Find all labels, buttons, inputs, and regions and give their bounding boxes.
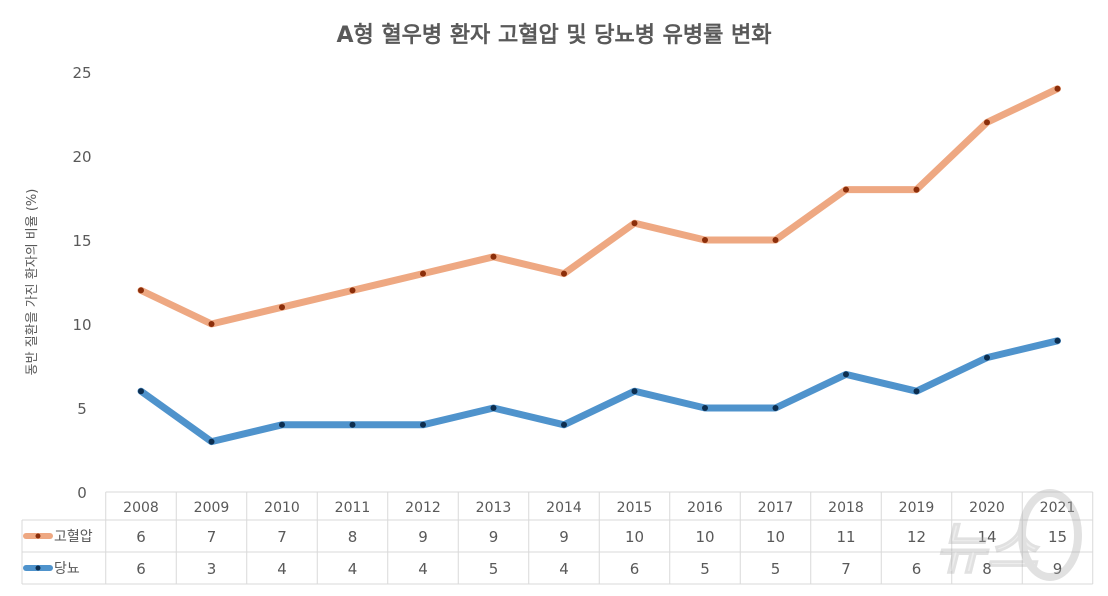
- x-tick-label: 2011: [335, 500, 371, 516]
- data-table-cell: 10: [766, 528, 785, 546]
- data-table-cell: 6: [630, 560, 640, 578]
- data-table-cell: 6: [136, 560, 146, 578]
- data-point: [420, 421, 426, 428]
- data-table-cell: 4: [559, 560, 569, 578]
- data-point: [490, 253, 497, 260]
- data-table-cell: 8: [348, 528, 358, 546]
- data-table-cell: 10: [695, 528, 714, 546]
- x-tick-label: 2010: [264, 500, 300, 516]
- x-tick-label: 2016: [687, 500, 723, 516]
- data-table-cell: 9: [489, 528, 499, 546]
- x-tick-label: 2009: [194, 500, 230, 516]
- data-point: [420, 270, 426, 277]
- data-table-cell: 10: [625, 528, 644, 546]
- data-table-cell: 7: [277, 528, 287, 546]
- data-point: [138, 388, 144, 395]
- data-point: [208, 438, 215, 445]
- data-table-cell: 7: [841, 560, 851, 578]
- x-tick-label: 2021: [1040, 500, 1076, 516]
- y-tick-label: 5: [77, 400, 87, 418]
- y-tick-label: 0: [77, 484, 87, 502]
- x-tick-label: 2020: [969, 500, 1005, 516]
- data-point: [772, 405, 779, 411]
- data-table-cell: 5: [771, 560, 781, 578]
- data-table-cell: 3: [207, 560, 217, 578]
- x-tick-label: 2012: [405, 500, 441, 516]
- legend-marker-key: [35, 533, 41, 539]
- chart-title: A형 혈우병 환자 고혈압 및 당뇨병 유병률 변화: [337, 23, 772, 48]
- data-point: [208, 321, 215, 327]
- y-tick-label: 20: [72, 148, 91, 166]
- data-table-cell: 11: [836, 528, 855, 546]
- data-table-cell: 9: [1053, 560, 1063, 578]
- data-table-cell: 5: [489, 560, 499, 578]
- y-axis-label: 동반 질환을 가진 환자의 비율 (%): [25, 189, 40, 376]
- y-tick-label: 10: [72, 316, 91, 334]
- y-tick-label: 25: [72, 64, 91, 82]
- data-point: [279, 421, 285, 428]
- data-table-cell: 7: [207, 528, 217, 546]
- data-point: [631, 388, 638, 395]
- x-tick-label: 2013: [476, 500, 512, 516]
- data-point: [843, 186, 849, 193]
- x-tick-label: 2018: [828, 500, 864, 516]
- data-table-cell: 9: [559, 528, 569, 546]
- data-point: [349, 421, 356, 428]
- watermark-logo: 뉴스: [935, 489, 1082, 583]
- data-table-cell: 12: [907, 528, 926, 546]
- data-point: [984, 119, 990, 126]
- data-table-cell: 6: [136, 528, 146, 546]
- svg-text:뉴스: 뉴스: [935, 517, 1041, 582]
- x-tick-label: 2017: [758, 500, 794, 516]
- data-table-cell: 6: [912, 560, 922, 578]
- data-table-cell: 4: [277, 560, 287, 578]
- data-point: [561, 270, 567, 277]
- data-point: [138, 287, 144, 294]
- legend-marker-key: [35, 565, 41, 571]
- data-point: [984, 354, 990, 361]
- x-tick-label: 2015: [617, 500, 653, 516]
- y-tick-label: 15: [72, 232, 91, 250]
- x-tick-label: 2014: [546, 500, 582, 516]
- data-point: [279, 304, 285, 311]
- x-tick-label: 2008: [123, 500, 159, 516]
- legend-entry: 고혈압: [54, 529, 93, 545]
- data-table-cell: 14: [977, 528, 996, 546]
- data-point: [490, 405, 497, 411]
- data-table-cell: 4: [418, 560, 428, 578]
- data-point: [702, 405, 708, 411]
- data-point: [349, 287, 356, 294]
- data-point: [772, 237, 779, 243]
- legend-entry: 당뇨: [54, 561, 80, 577]
- data-point: [702, 237, 708, 243]
- x-tick-label: 2019: [899, 500, 935, 516]
- data-table-cell: 5: [700, 560, 710, 578]
- data-point: [1054, 85, 1061, 92]
- data-table-cell: 15: [1048, 528, 1067, 546]
- data-table-cell: 4: [348, 560, 358, 578]
- data-table-cell: 9: [418, 528, 428, 546]
- data-point: [913, 186, 920, 193]
- data-point: [631, 220, 638, 227]
- data-point: [561, 421, 567, 428]
- data-point: [913, 388, 920, 395]
- data-point: [1054, 337, 1061, 344]
- data-point: [843, 371, 849, 378]
- series-line: [137, 85, 1061, 328]
- series-line: [137, 337, 1061, 446]
- data-table-cell: 8: [982, 560, 992, 578]
